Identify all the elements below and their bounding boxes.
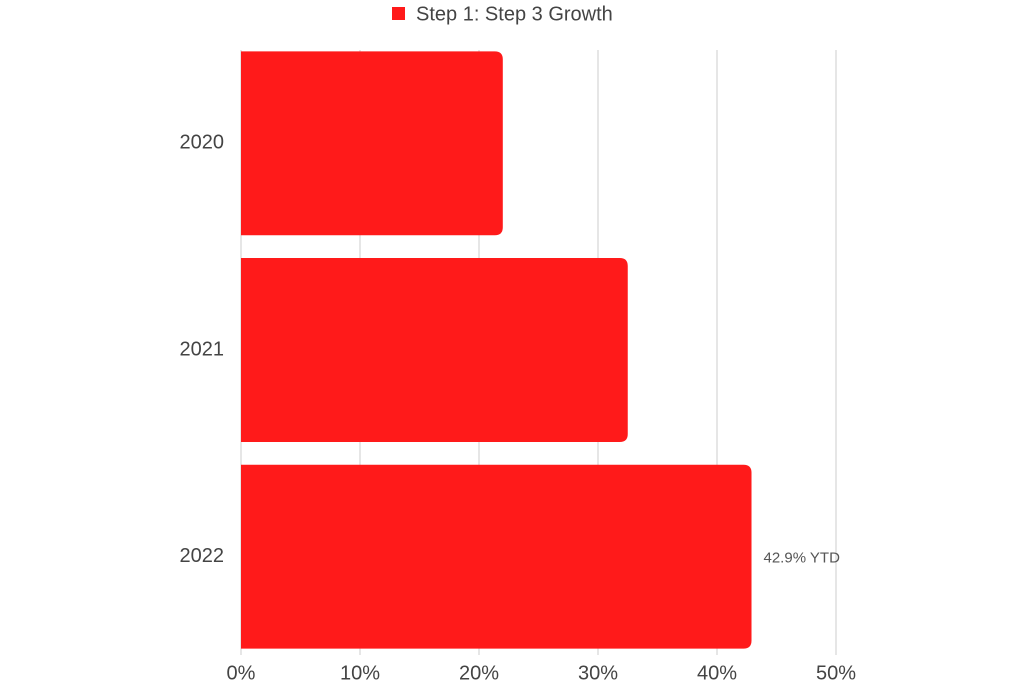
legend-label: Step 1: Step 3 Growth bbox=[416, 3, 613, 25]
y-tick-label: 2022 bbox=[180, 545, 225, 567]
x-tick-label: 50% bbox=[816, 662, 856, 684]
x-tick-label: 10% bbox=[340, 662, 380, 684]
x-tick-label: 0% bbox=[227, 662, 256, 684]
bar bbox=[241, 258, 628, 442]
x-tick-label: 20% bbox=[459, 662, 499, 684]
bar bbox=[241, 464, 752, 649]
y-tick-label: 2020 bbox=[180, 132, 225, 154]
legend-swatch bbox=[392, 7, 405, 20]
data-label: 42.9% YTD bbox=[764, 550, 841, 567]
y-tick-label: 2021 bbox=[180, 338, 225, 360]
legend: Step 1: Step 3 Growth bbox=[392, 3, 613, 25]
x-tick-label: 30% bbox=[578, 662, 618, 684]
bar bbox=[241, 51, 503, 236]
x-tick-label: 40% bbox=[697, 662, 737, 684]
